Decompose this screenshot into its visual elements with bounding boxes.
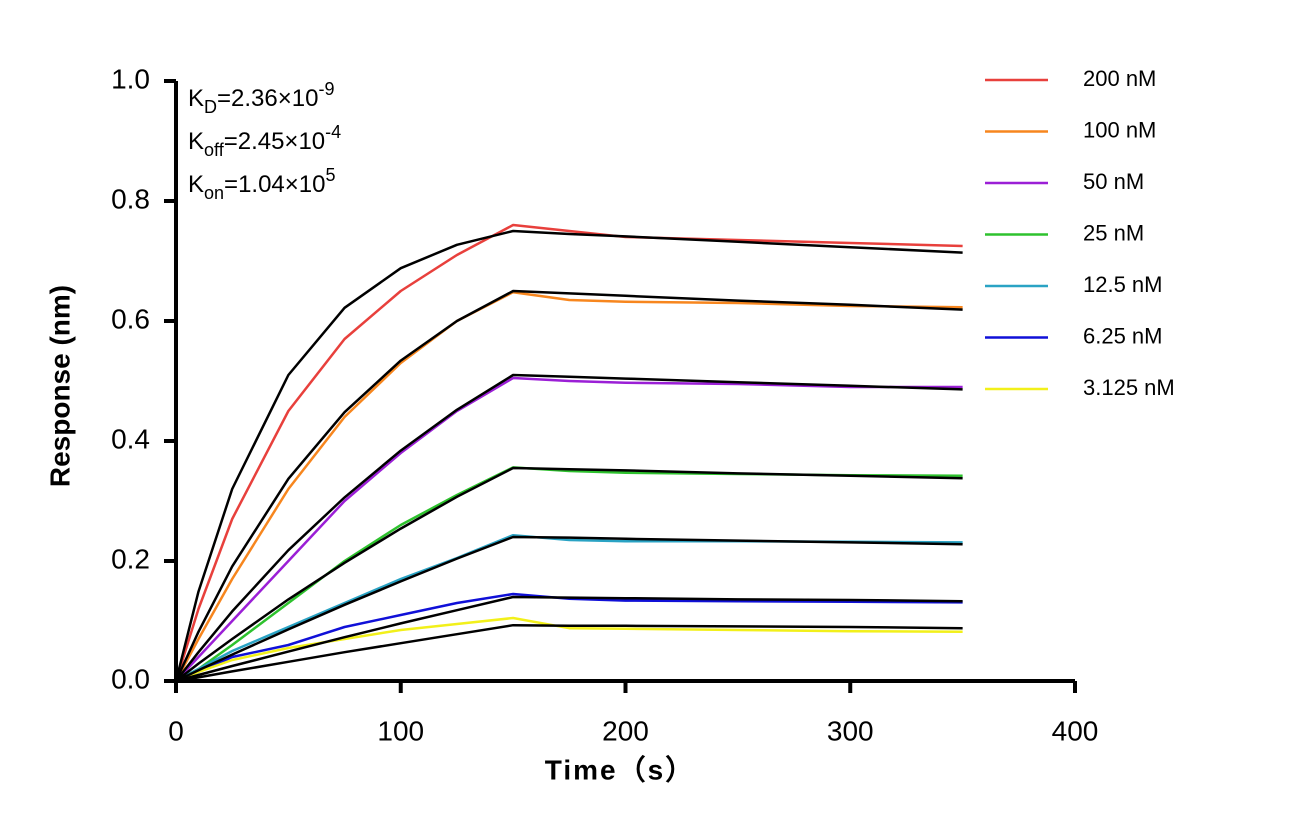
x-tick-label: 400 — [1052, 715, 1099, 746]
legend-label: 200 nM — [1083, 66, 1156, 91]
y-tick-label: 0.2 — [111, 543, 150, 574]
annotation-base: K — [188, 85, 204, 112]
legend-label: 6.25 nM — [1083, 323, 1163, 348]
legend-label: 50 nM — [1083, 169, 1144, 194]
y-tick-label: 1.0 — [111, 63, 150, 94]
x-tick-label: 200 — [602, 715, 649, 746]
annotation-sub: off — [204, 140, 225, 160]
x-tick-label: 300 — [827, 715, 874, 746]
fit-line — [174, 229, 963, 682]
legend-label: 12.5 nM — [1083, 272, 1163, 297]
fit-line — [175, 595, 963, 683]
y-axis-label: Response (nm) — [44, 285, 75, 487]
fit-line — [175, 623, 963, 683]
data-line — [174, 290, 963, 682]
annotation-base: K — [188, 171, 204, 198]
data-line — [175, 592, 963, 683]
data-line — [174, 223, 963, 682]
data-line — [175, 376, 963, 682]
fit-line — [175, 535, 963, 683]
annotation-sup: 5 — [325, 165, 335, 185]
fit-line — [175, 466, 963, 682]
legend-label: 100 nM — [1083, 117, 1156, 142]
annotation-base: K — [188, 128, 204, 155]
x-axis-label: Time（s） — [545, 753, 695, 785]
x-tick-label: 0 — [168, 715, 184, 746]
y-tick-label: 0.8 — [111, 183, 150, 214]
fit-line — [175, 373, 963, 682]
annotation-text: =2.45×10 — [224, 128, 325, 155]
annotation: KD=2.36×10-9 — [188, 79, 334, 117]
y-tick-label: 0.0 — [111, 663, 150, 694]
y-tick-label: 0.6 — [111, 303, 150, 334]
data-line — [175, 533, 963, 683]
annotation: Kon=1.04×105 — [188, 165, 336, 203]
annotation-sup: -9 — [318, 79, 334, 99]
annotation-sub: D — [204, 97, 217, 117]
annotation-text: =2.36×10 — [217, 85, 318, 112]
fit-line — [174, 289, 963, 682]
y-tick-label: 0.4 — [111, 423, 150, 454]
annotation-sub: on — [204, 183, 224, 203]
annotation-sup: -4 — [325, 122, 341, 142]
annotation: Koff=2.45×10-4 — [188, 122, 341, 160]
annotation-text: =1.04×10 — [224, 171, 325, 198]
legend-label: 25 nM — [1083, 220, 1144, 245]
legend-label: 3.125 nM — [1083, 375, 1175, 400]
data-line — [175, 616, 963, 683]
x-tick-label: 100 — [377, 715, 424, 746]
